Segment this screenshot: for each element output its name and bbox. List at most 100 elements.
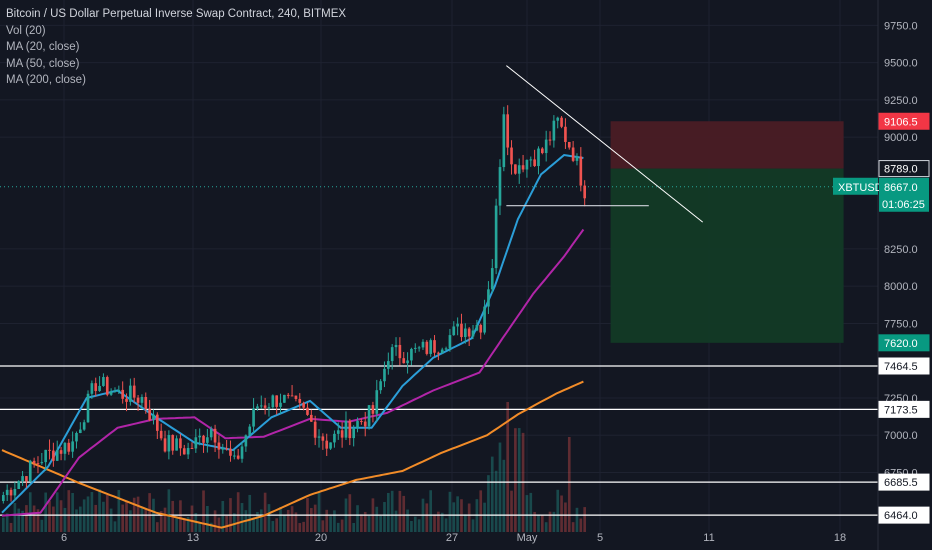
candle-body [5,489,9,496]
candle-body [190,447,194,449]
volume-bar [263,492,267,532]
volume-bar [360,514,363,532]
volume-bar [333,510,336,532]
volume-bar [356,505,359,532]
candle-body [132,385,136,398]
time-tick-label: May [517,532,538,544]
volume-bar [75,509,78,532]
candle-body [63,442,67,454]
price-tick-label: 8000.0 [884,281,918,293]
volume-bar [483,502,486,532]
candle-body [313,421,317,438]
candle-body [267,407,271,409]
candle-body [28,460,32,482]
symbol-title[interactable]: Bitcoin / US Dollar Perpetual Inverse Sw… [6,8,347,20]
volume-bar [9,522,13,532]
candle-body [413,347,417,349]
volume-bar [506,402,509,532]
volume-bar [298,523,302,532]
candle-body [286,394,290,396]
candle-body [325,440,329,449]
candle-body [109,391,113,395]
volume-bar [105,494,109,532]
volume-bar [129,510,132,532]
candle-body [152,414,155,421]
volume-bar [113,521,117,532]
ma20-line [1,153,584,514]
candle-body [306,407,309,415]
volume-bar [144,508,148,532]
candle-body [236,455,240,459]
volume-bar [329,516,332,532]
time-axis: 6 13 20 27 May 5 11 18 [61,532,846,544]
price-tick-label: 7750.0 [884,318,918,330]
candle-body [444,348,448,350]
candle-body [398,344,402,359]
price-tag: 6685.5 [878,473,930,491]
candle-body [9,489,13,496]
candle-body [36,463,40,465]
volume-bar [221,500,225,532]
price-tag: 8789.0 [878,160,930,178]
candle-body [360,421,363,423]
volume-bar [490,456,494,532]
candle-body [102,377,105,386]
volume-bar [448,491,452,532]
volume-bar [537,515,540,532]
volume-bar [402,495,406,532]
volume-bar [437,511,440,532]
volume-bar [94,504,98,532]
candle-body [32,460,36,464]
price-tick-label: 9250.0 [884,95,918,107]
indicator-ma50[interactable]: MA (50, close) [6,57,80,70]
candle-body [302,402,305,408]
volume-bar [410,520,413,532]
volume-bar [502,459,506,532]
volume-bar [25,505,28,532]
candle-body [94,383,98,391]
volume-bar [28,492,32,532]
candle-body [344,420,348,438]
indicator-volume[interactable]: Vol (20) [6,24,46,37]
candle-body [429,340,432,354]
candle-body [263,405,267,408]
price-tag-label: 7464.5 [884,361,918,373]
volume-bar [567,437,571,532]
volume-bar [213,510,217,532]
candle-body [533,159,536,167]
candle-body [544,139,548,154]
volume-bar [394,510,398,532]
candle-body [17,481,21,490]
candle-body [229,448,232,456]
candle-body [25,476,28,482]
candle-body [417,347,421,349]
candle-body [298,398,302,403]
candle-body [233,455,236,457]
volume-bar [236,492,240,532]
volume-bar [325,509,329,532]
indicator-ma200[interactable]: MA (200, close) [6,74,86,86]
volume-bar [429,490,432,532]
candle-body [209,428,213,438]
candle-body [333,433,336,443]
candle-body [552,120,556,141]
time-tick-label: 20 [315,532,327,544]
candle-body [506,114,509,148]
position-tool [610,121,844,343]
candle-body [225,448,228,450]
ma50-line [1,228,585,517]
indicator-ma20[interactable]: MA (20, close) [6,41,80,53]
candle-body [163,438,167,452]
candle-body [548,139,552,141]
price-tag: 7173.5 [878,400,930,418]
volume-bar [444,518,448,532]
candle-body [529,159,533,161]
volume-bar [294,512,298,532]
candle-body [13,489,17,496]
volume-bar [259,509,263,532]
volume-bar [32,505,36,532]
price-tag-label: 6685.5 [884,477,918,489]
candle-body [340,430,344,438]
candle-body [67,442,71,452]
